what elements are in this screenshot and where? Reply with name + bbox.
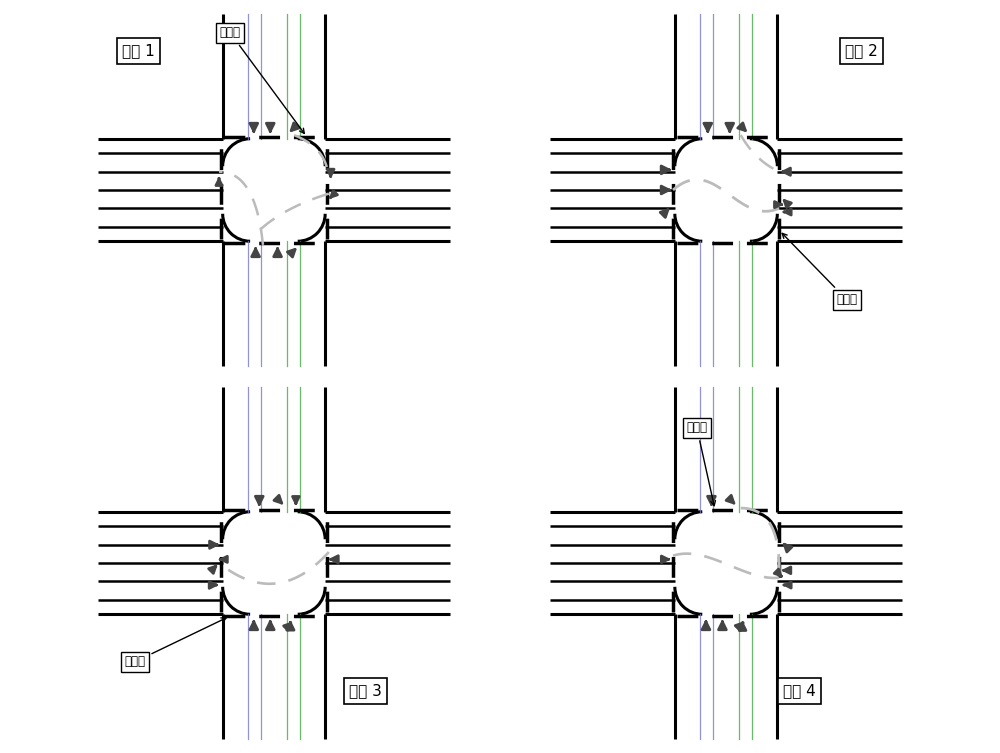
Text: 相位 1: 相位 1 bbox=[122, 44, 155, 59]
Text: 停车线: 停车线 bbox=[782, 233, 857, 306]
Text: 相位 2: 相位 2 bbox=[845, 44, 878, 59]
Text: 停车线: 停车线 bbox=[686, 421, 715, 506]
Text: 相位 4: 相位 4 bbox=[783, 684, 816, 699]
Text: 停车线: 停车线 bbox=[124, 618, 226, 669]
Text: 相位 3: 相位 3 bbox=[349, 684, 382, 699]
Text: 停车线: 停车线 bbox=[219, 26, 304, 133]
